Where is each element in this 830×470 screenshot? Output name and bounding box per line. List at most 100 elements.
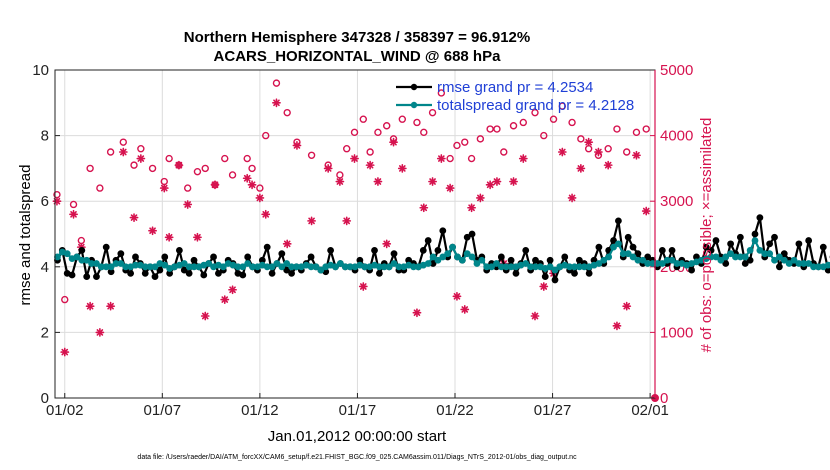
totalspread-point [434, 256, 442, 264]
rmse-point [668, 247, 676, 254]
assimilated-obs-marker [557, 147, 567, 157]
rmse-point [463, 233, 471, 241]
totalspread-point [219, 263, 227, 271]
assimilated-obs-marker [129, 213, 139, 222]
rmse-point [736, 233, 744, 241]
rmse-point [419, 247, 427, 254]
legend-marker-totalspread [410, 101, 418, 109]
assimilated-obs-marker [622, 301, 632, 311]
assimilated-obs-marker [397, 164, 407, 173]
totalspread-point [546, 263, 554, 271]
y-tick-label-left: 0 [41, 390, 49, 407]
assimilated-obs-marker [255, 193, 265, 203]
totalspread-point [312, 263, 320, 271]
totalspread-point [83, 256, 91, 264]
assimilated-obs-marker [428, 177, 437, 186]
possible-obs-marker [256, 184, 264, 192]
rmse-point [161, 253, 169, 261]
totalspread-point [463, 250, 471, 258]
possible-obs-marker [69, 200, 78, 209]
possible-obs-marker [509, 122, 518, 130]
chart-subtitle: ACARS_HORIZONTAL_WIND @ 688 hPa [214, 48, 502, 65]
y-axis-label-left: rmse and totalspread [17, 165, 34, 306]
possible-obs-marker [193, 167, 202, 176]
possible-obs-marker [243, 154, 251, 163]
x-tick-label: 01/02 [46, 402, 84, 419]
possible-obs-marker [428, 108, 437, 117]
possible-obs-marker [632, 128, 641, 137]
rmse-point [190, 256, 198, 264]
totalspread-point [332, 263, 339, 271]
totalspread-point [478, 256, 486, 264]
possible-obs-marker [119, 138, 127, 146]
assimilated-obs-marker [530, 311, 540, 321]
totalspread-point [751, 237, 759, 244]
possible-obs-marker [221, 154, 229, 163]
totalspread-point [790, 256, 798, 264]
rmse-point [78, 247, 86, 254]
rmse-point [771, 233, 778, 241]
totalspread-point [780, 256, 788, 264]
totalspread-point [639, 256, 647, 264]
rmse-point [585, 269, 593, 277]
assimilated-obs-marker [52, 196, 62, 206]
totalspread-point [600, 256, 608, 264]
totalspread-point [180, 260, 188, 267]
rmse-point [468, 230, 476, 238]
possible-obs-marker [467, 154, 476, 163]
totalspread-point [244, 260, 252, 267]
assimilated-obs-marker [335, 177, 345, 186]
totalspread-point [73, 253, 81, 261]
totalspread-point [454, 253, 461, 261]
possible-obs-marker [398, 115, 407, 123]
possible-obs-marker [248, 164, 256, 173]
y-tick-label-right: 0 [660, 390, 668, 407]
totalspread-point [63, 250, 71, 258]
totalspread-point [493, 260, 500, 267]
possible-obs-marker [413, 118, 421, 127]
possible-obs-marker [262, 131, 270, 140]
possible-obs-marker [272, 79, 281, 87]
totalspread-point [595, 260, 603, 267]
possible-obs-marker [642, 125, 650, 133]
rmse-point [634, 250, 642, 258]
assimilated-obs-marker [612, 321, 622, 331]
assimilated-obs-marker [69, 209, 78, 219]
rmse-point [156, 266, 164, 274]
possible-obs-marker [476, 135, 485, 143]
rmse-point [751, 230, 759, 238]
rmse-point [766, 240, 774, 248]
assimilated-obs-marker [210, 180, 220, 190]
assimilated-obs-marker [452, 291, 462, 301]
possible-obs-marker [106, 148, 115, 156]
totalspread-point [615, 240, 622, 248]
rmse-point [175, 247, 183, 254]
totalspread-point [766, 250, 774, 258]
assimilated-obs-marker [323, 164, 333, 173]
possible-obs-marker [493, 125, 501, 133]
x-tick-label: 01/22 [436, 402, 474, 419]
rmse-point [780, 250, 788, 258]
totalspread-point [712, 253, 720, 261]
totalspread-point [239, 263, 247, 271]
rmse-point [644, 253, 652, 261]
assimilated-obs-marker [509, 177, 518, 186]
possible-obs-marker [228, 171, 237, 179]
rmse-point [371, 247, 378, 254]
y-tick-label-left: 8 [41, 128, 49, 145]
possible-obs-marker [613, 125, 621, 133]
assimilated-obs-marker [594, 147, 603, 157]
legend-label-rmse: rmse grand pr = 4.2534 [437, 79, 593, 96]
possible-obs-marker [420, 128, 428, 137]
rmse-point [375, 269, 383, 277]
possible-obs-marker [577, 135, 585, 143]
rmse-point [595, 243, 603, 251]
rmse-point [512, 269, 520, 277]
assimilated-obs-marker [136, 154, 146, 163]
possible-obs-marker [437, 89, 446, 97]
rmse-point [522, 247, 530, 254]
possible-obs-marker [623, 148, 631, 156]
totalspread-point [424, 260, 432, 267]
rmse-point [507, 256, 515, 264]
assimilated-obs-marker [342, 216, 352, 226]
